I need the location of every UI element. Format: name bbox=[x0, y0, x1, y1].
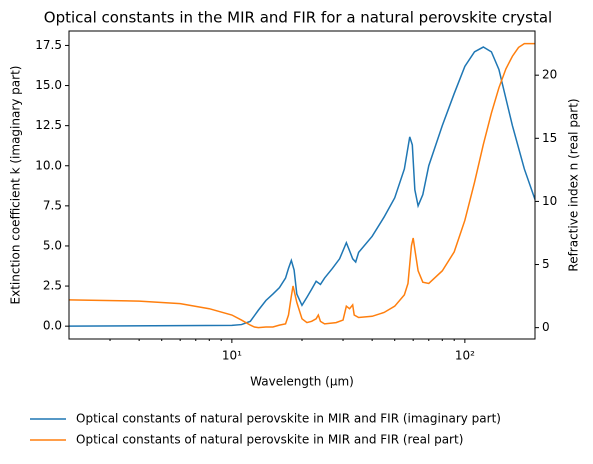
legend-label: Optical constants of natural perovskite … bbox=[76, 433, 463, 447]
y2-axis-label: Refractive index n (real part) bbox=[567, 98, 581, 271]
y-tick-label: 7.5 bbox=[43, 198, 62, 212]
y-tick-label: 5.0 bbox=[43, 238, 62, 252]
y-tick-label: 15.0 bbox=[35, 78, 62, 92]
x-axis-label: Wavelength (μm) bbox=[250, 375, 354, 389]
series-line bbox=[68, 46, 536, 327]
x-tick-label: 10² bbox=[455, 349, 475, 363]
y2-tick-label: 0 bbox=[542, 320, 550, 334]
y2-tick-label: 5 bbox=[542, 257, 550, 271]
y-tick-label: 17.5 bbox=[35, 38, 62, 52]
y-tick-label: 2.5 bbox=[43, 279, 62, 293]
legend-label: Optical constants of natural perovskite … bbox=[76, 412, 501, 426]
y-tick-label: 12.5 bbox=[35, 118, 62, 132]
y2-tick-label: 10 bbox=[542, 194, 557, 208]
y-axis-label: Extinction coefficient k (imaginary part… bbox=[9, 66, 23, 305]
y-tick-label: 10.0 bbox=[35, 158, 62, 172]
y2-tick-label: 20 bbox=[542, 68, 557, 82]
chart-title: Optical constants in the MIR and FIR for… bbox=[44, 9, 552, 27]
y2-tick-label: 15 bbox=[542, 131, 557, 145]
x-tick-label: 10¹ bbox=[222, 349, 242, 363]
plot-frame bbox=[68, 30, 536, 340]
y-tick-label: 0.0 bbox=[43, 319, 62, 333]
series-line bbox=[68, 42, 535, 329]
